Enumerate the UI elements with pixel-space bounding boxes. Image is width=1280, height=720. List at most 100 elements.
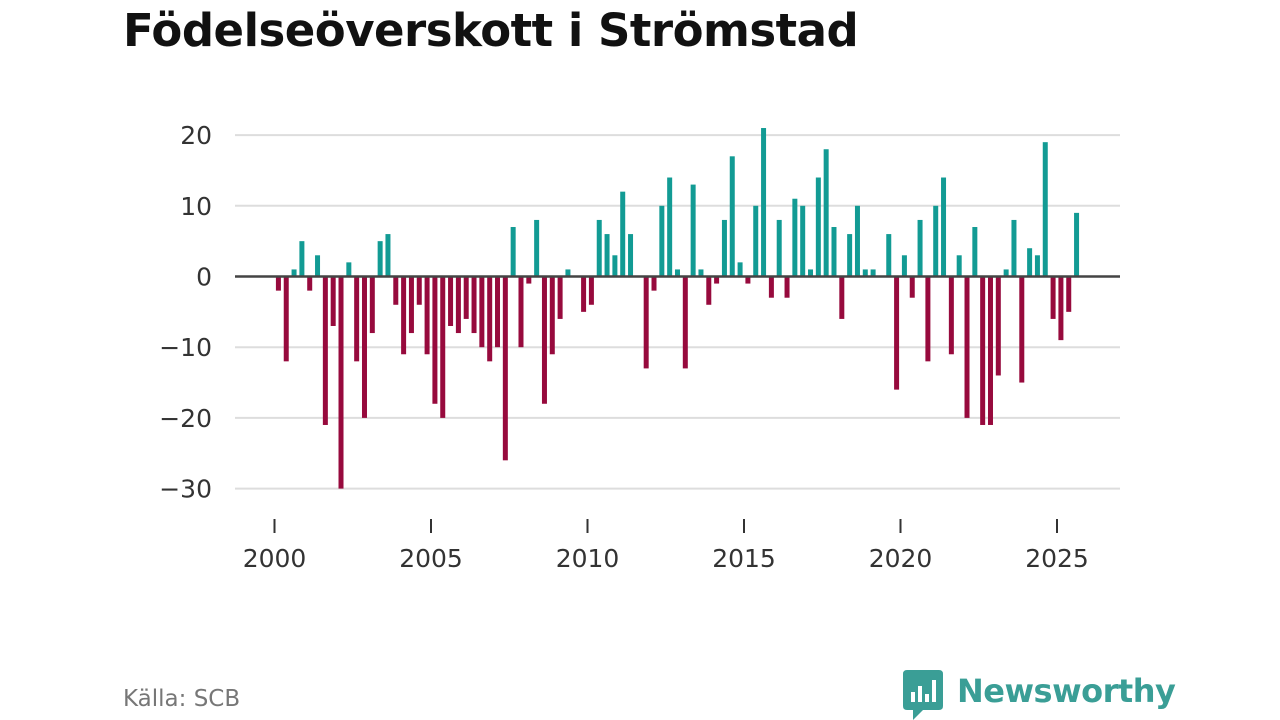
bar	[385, 234, 391, 277]
bar	[1042, 142, 1048, 277]
bar	[315, 255, 321, 277]
brand-name: Newsworthy	[957, 672, 1176, 710]
bar	[1011, 219, 1017, 277]
bar	[737, 262, 743, 277]
bar	[776, 219, 782, 277]
bar	[948, 276, 954, 355]
bar	[338, 276, 344, 489]
x-tick-label: 2010	[556, 544, 620, 573]
y-tick-label: −20	[159, 404, 212, 433]
bar	[487, 276, 493, 362]
bar	[925, 276, 931, 362]
bar	[495, 276, 501, 348]
bar	[729, 156, 735, 277]
bar	[502, 276, 508, 461]
bar	[299, 241, 305, 277]
x-tick-label: 2005	[399, 544, 463, 573]
bar	[667, 177, 673, 277]
bar	[526, 276, 532, 284]
bar	[784, 276, 790, 298]
bar	[1027, 248, 1033, 277]
source-note: Källa: SCB	[123, 686, 241, 712]
bar	[330, 276, 336, 326]
bars	[275, 128, 1080, 489]
bar	[416, 276, 422, 305]
bar	[596, 219, 602, 277]
chart-title: Födelseöverskott i Strömstad	[123, 4, 859, 57]
bar	[518, 276, 524, 348]
bar	[463, 276, 469, 319]
y-tick-label: 0	[196, 263, 212, 292]
bar	[322, 276, 328, 425]
bar	[369, 276, 375, 334]
bar	[792, 198, 798, 277]
bar	[565, 269, 571, 277]
bar	[706, 276, 712, 305]
bar	[768, 276, 774, 298]
bar	[941, 177, 947, 277]
bar	[753, 205, 759, 277]
bar	[628, 234, 634, 277]
bar	[800, 205, 806, 277]
bar	[471, 276, 477, 334]
bar	[424, 276, 430, 355]
bar	[815, 177, 821, 277]
x-tick-label: 2000	[243, 544, 307, 573]
x-tick-label: 2020	[869, 544, 933, 573]
bar	[440, 276, 446, 418]
bar	[541, 276, 547, 404]
bar	[682, 276, 688, 369]
bar	[604, 234, 610, 277]
bar	[1003, 269, 1009, 277]
bar	[479, 276, 485, 348]
bar	[745, 276, 751, 284]
bar	[393, 276, 399, 305]
brand-logo[interactable]: Newsworthy	[903, 670, 1176, 720]
bar	[1034, 255, 1040, 277]
bar	[933, 205, 939, 277]
bar	[987, 276, 993, 425]
bar	[1058, 276, 1064, 341]
bar	[721, 219, 727, 277]
y-tick-label: −10	[159, 333, 212, 362]
bar	[620, 191, 626, 277]
bar	[346, 262, 352, 277]
bar	[690, 184, 696, 277]
bar	[361, 276, 367, 418]
bar	[870, 269, 876, 277]
bar	[401, 276, 407, 355]
bar	[510, 227, 516, 277]
newsworthy-logo-icon	[903, 670, 943, 720]
bar	[972, 227, 978, 277]
bar	[831, 227, 837, 277]
bar	[581, 276, 587, 312]
x-tick-label: 2025	[1025, 544, 1089, 573]
y-tick-label: 20	[180, 121, 212, 150]
bar	[808, 269, 814, 277]
bar	[886, 234, 892, 277]
bar	[659, 205, 665, 277]
bar	[408, 276, 414, 334]
bar	[894, 276, 900, 390]
bar	[612, 255, 618, 277]
x-tick-label: 2015	[712, 544, 776, 573]
bar	[354, 276, 360, 362]
grid-lines: 20 10 0 −10 −20 −30	[159, 121, 1120, 504]
bar	[1019, 276, 1025, 383]
x-axis: 2000 2005 2010 2015 2020 2025	[235, 275, 1120, 573]
bar	[980, 276, 986, 425]
bar	[307, 276, 313, 291]
bar	[283, 276, 289, 362]
bar	[839, 276, 845, 319]
bar	[275, 276, 281, 291]
bar	[917, 219, 923, 277]
bar	[1066, 276, 1072, 312]
y-tick-label: 10	[180, 192, 212, 221]
bar	[854, 205, 860, 277]
bar	[761, 128, 767, 277]
bar	[823, 149, 829, 277]
y-tick-label: −30	[159, 475, 212, 504]
bar	[549, 276, 555, 355]
bar	[964, 276, 970, 418]
